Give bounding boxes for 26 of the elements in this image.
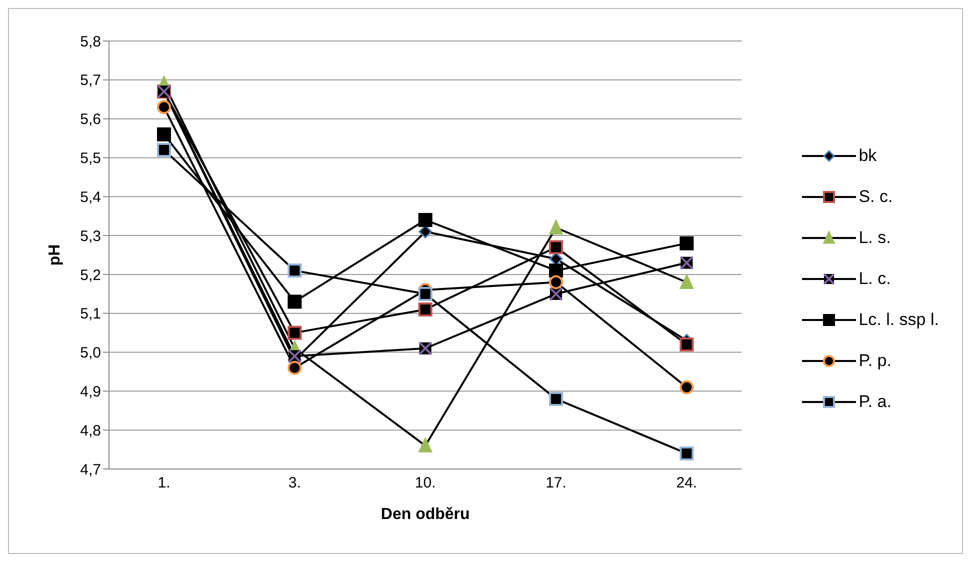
legend-label: P. a. <box>858 392 892 412</box>
y-tick-label: 5,8 <box>80 33 101 50</box>
y-tick-label: 5,7 <box>80 72 101 90</box>
x-tick-label: 1. <box>158 474 170 492</box>
x-tick-label: 10. <box>414 474 436 492</box>
legend-label: L. c. <box>858 269 891 289</box>
y-tick-label: 5,0 <box>80 344 101 362</box>
y-tick-label: 5,3 <box>80 228 101 245</box>
y-axis-title: pH <box>46 244 64 266</box>
legend-label: bk <box>858 146 877 166</box>
x-tick-label: 24. <box>676 474 698 492</box>
y-tick-label: 5,6 <box>80 111 101 128</box>
y-tick-label: 4,7 <box>80 461 101 478</box>
legend-label: L. s. <box>858 228 891 248</box>
y-tick-label: 4,8 <box>80 422 101 440</box>
x-tick-label: 3. <box>288 474 301 492</box>
legend-label: Lc. l. ssp l. <box>858 310 939 330</box>
x-axis-title: Den odběru <box>380 506 470 523</box>
x-tick-label: 17. <box>546 474 566 492</box>
y-tick-label: 5,4 <box>80 188 101 206</box>
legend-label: P. p. <box>858 351 892 371</box>
y-tick-label: 5,1 <box>80 306 101 323</box>
legend-label: S. c. <box>858 187 893 207</box>
y-tick-label: 5,2 <box>80 266 101 284</box>
y-tick-label: 4,9 <box>80 384 101 401</box>
y-tick-label: 5,5 <box>80 150 101 168</box>
